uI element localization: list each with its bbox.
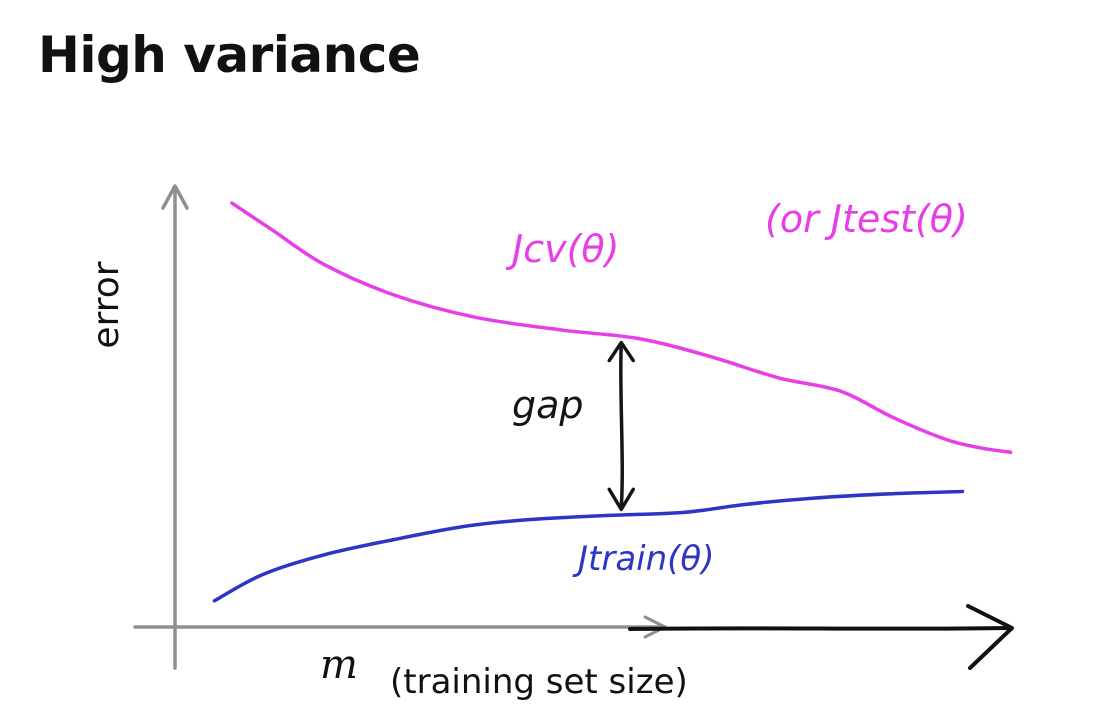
x-axis-hand-arrowhead	[966, 604, 1014, 670]
test-series-label: (or Jtest(θ)	[765, 197, 968, 241]
slide-title: High variance	[38, 26, 421, 84]
gap-arrowhead-top	[607, 340, 635, 363]
annotation-layer	[607, 340, 635, 512]
x-axis-variable: m	[320, 642, 358, 688]
axes	[133, 184, 1014, 670]
series-layer	[212, 201, 1013, 603]
cv-series-line	[230, 201, 1013, 454]
gap-arrowhead-bottom	[607, 487, 635, 512]
y-axis-label: error	[86, 261, 127, 348]
x-axis-hand-extension	[628, 626, 1012, 631]
cv-series-label: Jcv(θ)	[505, 227, 620, 271]
train-series-label: Jtrain(θ)	[572, 539, 715, 579]
y-axis-arrowhead	[161, 184, 189, 210]
train-series-line	[212, 489, 965, 603]
x-axis-label: (training set size)	[390, 662, 688, 702]
gap-arrow-shaft	[619, 342, 624, 510]
gap-label: gap	[512, 383, 584, 427]
